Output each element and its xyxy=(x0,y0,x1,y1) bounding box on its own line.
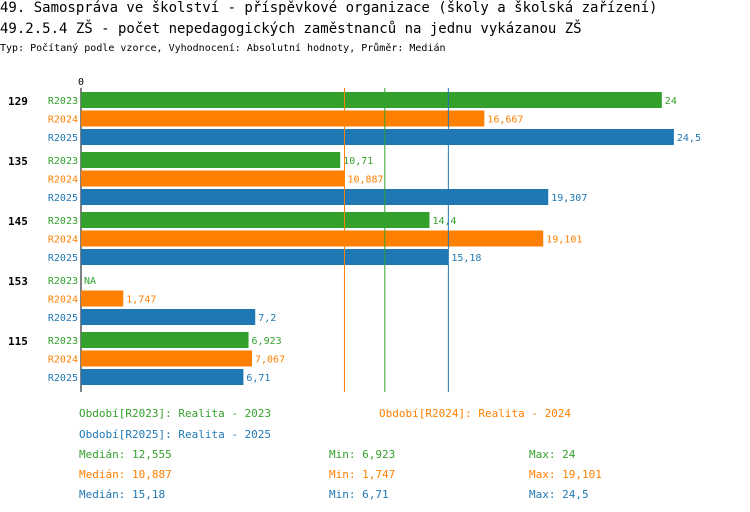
series-row-label: R2024 xyxy=(48,295,78,306)
series-row-label: R2025 xyxy=(48,193,78,204)
data-label: 6,923 xyxy=(252,336,282,347)
series-row-label: R2023 xyxy=(48,276,78,287)
stat-min: Min: 6,71 xyxy=(329,488,389,501)
legend-entry: Období[R2024]: Realita - 2024 xyxy=(379,407,572,420)
chart-subtitle: 49.2.5.4 ZŠ - počet nepedagogických zamě… xyxy=(0,21,582,37)
data-label: NA xyxy=(84,276,96,287)
bar xyxy=(81,152,341,168)
series-row-label: R2025 xyxy=(48,373,78,384)
data-label: 1,747 xyxy=(126,295,156,306)
category-label: 135 xyxy=(8,155,28,168)
data-label: 19,307 xyxy=(551,193,587,204)
stat-median: Medián: 10,887 xyxy=(79,468,172,481)
data-label: 24 xyxy=(665,96,677,107)
data-label: 6,71 xyxy=(246,373,270,384)
series-row-label: R2024 xyxy=(48,235,78,246)
stat-min: Min: 6,923 xyxy=(329,448,396,461)
bar xyxy=(81,189,549,205)
series-row-label: R2023 xyxy=(48,216,78,227)
stat-max: Max: 19,101 xyxy=(529,468,602,481)
data-label: 7,2 xyxy=(258,313,276,324)
data-label: 19,101 xyxy=(546,235,582,246)
series-row-label: R2023 xyxy=(48,96,78,107)
bar xyxy=(81,170,345,187)
data-label: 10,71 xyxy=(343,156,373,167)
bar xyxy=(81,212,430,228)
data-label: 7,067 xyxy=(255,355,285,366)
series-row-label: R2025 xyxy=(48,253,78,264)
data-label: 10,887 xyxy=(347,175,383,186)
series-row-label: R2024 xyxy=(48,115,78,126)
series-row-label: R2025 xyxy=(48,313,78,324)
chart-title: 49. Samospráva ve školství - příspěvkové… xyxy=(0,0,658,16)
bar xyxy=(81,332,249,348)
legend-entry: Období[R2025]: Realita - 2025 xyxy=(79,428,272,441)
data-label: 14,4 xyxy=(432,216,456,227)
data-label: 24,5 xyxy=(677,133,701,144)
bar xyxy=(81,92,662,108)
bar xyxy=(81,110,485,127)
legend-entry: Období[R2023]: Realita - 2023 xyxy=(79,407,272,420)
stat-min: Min: 1,747 xyxy=(329,468,396,481)
bar xyxy=(81,290,124,307)
bar xyxy=(81,369,244,385)
category-label: 115 xyxy=(8,335,28,348)
data-label: 15,18 xyxy=(451,253,481,264)
bar xyxy=(81,249,449,265)
series-row-label: R2023 xyxy=(48,156,78,167)
stat-median: Medián: 12,555 xyxy=(79,448,172,461)
series-row-label: R2025 xyxy=(48,133,78,144)
stat-max: Max: 24,5 xyxy=(529,488,589,501)
bar xyxy=(81,350,253,367)
bar xyxy=(81,309,256,325)
category-label: 145 xyxy=(8,215,28,228)
bar xyxy=(81,230,544,247)
stat-max: Max: 24 xyxy=(529,448,576,461)
bar xyxy=(81,129,674,145)
category-label: 129 xyxy=(8,95,28,108)
chart-type-line: Typ: Počítaný podle vzorce, Vyhodnocení:… xyxy=(0,43,446,54)
axis-zero-label: 0 xyxy=(78,77,84,88)
series-row-label: R2024 xyxy=(48,355,78,366)
data-label: 16,667 xyxy=(487,115,523,126)
series-row-label: R2023 xyxy=(48,336,78,347)
series-row-label: R2024 xyxy=(48,175,78,186)
stat-median: Medián: 15,18 xyxy=(79,488,166,501)
category-label: 153 xyxy=(8,275,28,288)
